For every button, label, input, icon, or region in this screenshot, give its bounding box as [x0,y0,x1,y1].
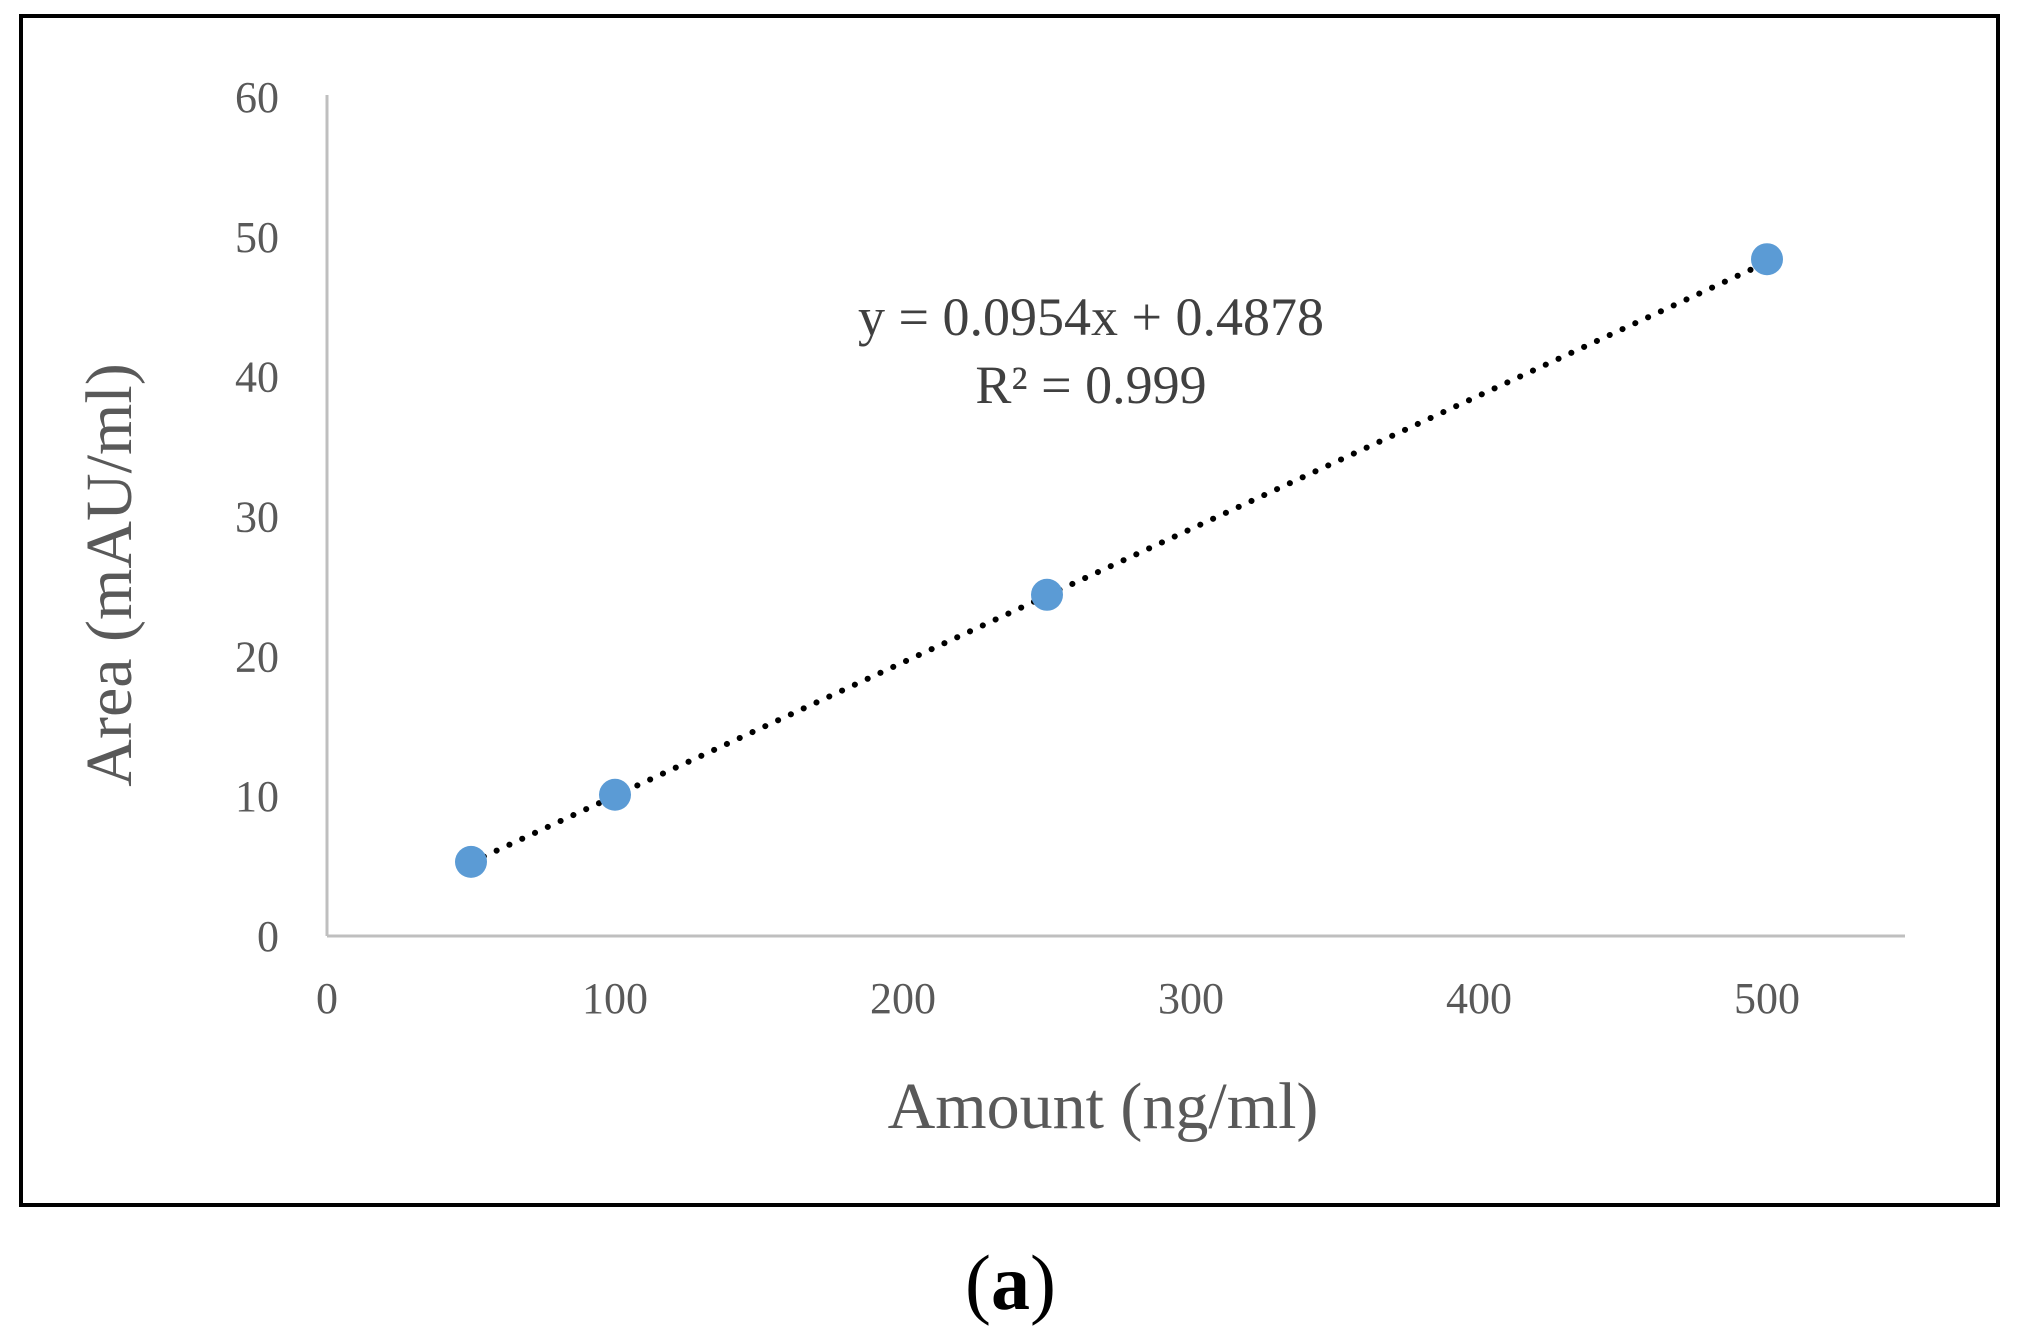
y-tick-label: 30 [235,493,279,542]
axes [325,95,1905,938]
chart-frame [19,14,2000,1207]
y-tick-label: 50 [235,213,279,262]
x-tick-label: 200 [870,974,936,1023]
y-tick-label: 20 [235,632,279,681]
y-tick-label: 10 [235,772,279,821]
panel-label-close: ) [1030,1239,1056,1326]
data-points [455,243,1783,878]
y-tick-label: 0 [257,912,279,961]
panel-label-letter: a [991,1239,1030,1326]
x-tick-label: 400 [1446,974,1512,1023]
data-point [1751,243,1783,276]
data-point [599,778,631,811]
x-tick-label: 0 [316,974,338,1023]
x-tick-label: 100 [582,974,648,1023]
panel-label-open: ( [965,1239,991,1326]
trendline-equation: y = 0.0954x + 0.4878 [858,287,1324,347]
trendline [468,259,1770,866]
data-point [455,845,487,878]
x-tick-label: 500 [1734,974,1800,1023]
r-squared-label: R² = 0.999 [975,355,1206,415]
y-tick-label: 60 [235,73,279,122]
trendline-layer [468,259,1770,866]
x-axis-title: Amount (ng/ml) [888,1070,1319,1143]
y-tick-label: 40 [235,353,279,402]
tick-labels: 0 10 20 30 40 50 60 0 100 200 300 400 500 [235,73,1800,1023]
x-tick-label: 300 [1158,974,1224,1023]
y-axis-title: Area (mAU/ml) [73,363,146,786]
data-point [1031,578,1063,611]
panel-label: (a) [0,1238,2021,1328]
